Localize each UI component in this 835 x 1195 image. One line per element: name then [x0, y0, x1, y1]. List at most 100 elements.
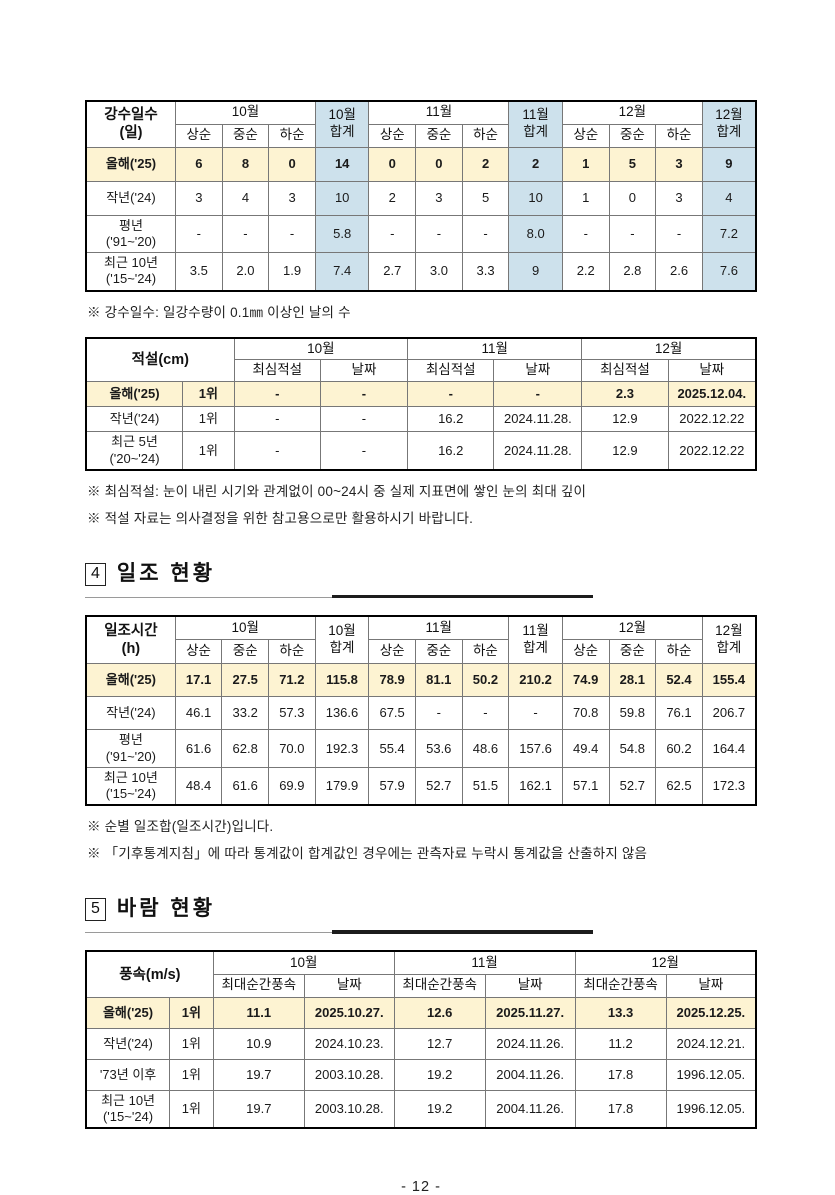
header-row: 상순 중순 하순 상순 중순 하순 상순 중순 하순: [86, 639, 756, 665]
data-cell: 53.6: [414, 729, 463, 768]
data-cell: 115.8: [314, 663, 370, 698]
header-cell: 일조시간 (h): [85, 615, 176, 665]
data-cell: 210.2: [508, 663, 563, 698]
data-cell: 16.2: [407, 406, 495, 433]
data-cell: 50.2: [461, 663, 510, 698]
data-cell: 1위: [182, 381, 235, 408]
data-cell: 70.0: [268, 729, 316, 768]
header-cell: 상순: [561, 639, 610, 665]
section-title-text: 바람 현황: [116, 897, 216, 921]
data-cell: 5.8: [314, 214, 370, 253]
data-cell: 62.5: [655, 766, 703, 806]
data-cell: 78.9: [368, 663, 416, 698]
precip-days-table: 강수일수 (일) 10월 10월 합계 11월 11월 합계 12월 12월 합계 상순 중순 하순 상순 중…: [85, 100, 757, 292]
section-sunshine: 4 일조 현황: [85, 557, 757, 599]
snow-depth-table: 적설(cm) 10월 11월 12월 최심적설 날짜 최심적설 날짜 최심적설 날짜 올해('25)…: [85, 336, 757, 471]
data-cell: 2004.11.26.: [484, 1058, 576, 1091]
data-cell: -: [368, 214, 417, 253]
header-row: 적설(cm) 10월 11월 12월: [85, 336, 757, 383]
header-cell: 최심적설: [407, 359, 495, 383]
data-cell: 172.3: [701, 766, 757, 806]
data-cell: 4: [221, 180, 270, 216]
data-cell: 7.2: [701, 214, 757, 253]
data-cell: -: [415, 214, 463, 253]
section-title-text: 일조 현황: [116, 561, 216, 585]
data-cell: 3.0: [415, 252, 463, 291]
wind-speed-table: 풍속(m/s) 10월 11월 12월 최대순간풍속 날짜 최대순간풍속 날짜 최대순간풍속 날짜…: [85, 950, 757, 1130]
data-cell: -: [461, 214, 510, 253]
data-cell: 2: [368, 180, 417, 216]
data-cell: 3: [655, 146, 703, 182]
precip-days-table: 강수일수 (일) 10월 10월 합계 11월 11월 합계 12월 12월 합계 상순 중순 하순 상순 중…: [85, 100, 757, 292]
header-cell: 최심적설: [233, 359, 321, 383]
sunshine-hours-table: 일조시간 (h) 10월 10월 합계 11월 11월 합계 12월 12월 합계 상순 중순 하순 상순 중…: [85, 614, 757, 807]
header-cell: 10월 합계: [314, 615, 370, 665]
data-cell: 12.6: [393, 996, 486, 1029]
data-cell: 14: [314, 146, 370, 182]
data-cell: -: [508, 696, 563, 731]
wind-speed-table: 풍속(m/s) 10월 11월 12월 최대순간풍속 날짜 최대순간풍속 날짜 최대순간풍속 날짜…: [85, 950, 757, 1130]
data-cell: 10: [314, 180, 370, 216]
data-cell: 평년 ('91~'20): [85, 729, 176, 768]
data-cell: 52.7: [608, 766, 657, 806]
data-cell: 49.4: [561, 729, 610, 768]
data-cell: 57.1: [561, 766, 610, 806]
data-cell: 74.9: [561, 663, 610, 698]
data-cell: -: [319, 406, 409, 433]
header-cell: 10월: [174, 615, 316, 641]
header-cell: 최심적설: [581, 359, 669, 383]
table-row: 올해('25) 1위 11.1 2025.10.27. 12.6 2025.11.27. 1…: [85, 996, 757, 1029]
footnotes-sunshine: ※ 순별 일조합(일조시간)입니다. ※ 「기후통계지침」에 따라 통계값이 합계…: [87, 815, 757, 862]
data-cell: 2025.11.27.: [484, 996, 576, 1029]
header-cell: 10월 합계: [314, 100, 370, 148]
data-cell: 48.6: [461, 729, 510, 768]
data-cell: 57.9: [368, 766, 416, 806]
data-cell: 1: [561, 146, 610, 182]
data-cell: 3.5: [174, 252, 223, 291]
table-row: 작년('24) 46.1 33.2 57.3 136.6 67.5- - -70.8 59.8 7…: [85, 696, 757, 731]
data-cell: 52.7: [414, 766, 463, 806]
header-cell: 11월: [393, 950, 576, 975]
data-cell: 0: [268, 146, 316, 182]
header-row: 최심적설 날짜 최심적설 날짜 최심적설 날짜: [86, 359, 757, 383]
data-cell: 61.6: [174, 729, 223, 768]
data-cell: -: [319, 431, 409, 471]
sunshine-hours-table: 일조시간 (h) 10월 10월 합계 11월 11월 합계 12월 12월 합계 상순 중순 하순 상순 중…: [85, 614, 757, 807]
data-cell: -: [233, 431, 321, 471]
data-cell: 1996.12.05.: [665, 1089, 757, 1129]
header-cell: 풍속(m/s): [85, 950, 214, 998]
data-cell: 0: [368, 146, 417, 182]
data-cell: 52.4: [655, 663, 703, 698]
footnotes-snow: ※ 최심적설: 눈이 내린 시기와 관계없이 00~24시 중 실제 지표면에 …: [87, 480, 757, 527]
data-cell: 2024.12.21.: [665, 1027, 757, 1060]
header-cell: 상순: [368, 123, 417, 148]
data-cell: 19.2: [393, 1058, 486, 1091]
header-cell: 중순: [415, 123, 463, 148]
data-cell: 6: [174, 146, 223, 182]
header-cell: 12월 합계: [701, 100, 757, 148]
table-row: 작년('24) 1위 - -16.2 2024.11.28. 12.9 2022.12.22: [85, 406, 757, 433]
data-cell: 17.8: [574, 1089, 667, 1129]
table-row: '73년 이후 1위 19.7 2003.10.28. 19.2 2004.11.26. 1…: [85, 1058, 757, 1091]
data-cell: 59.8: [608, 696, 657, 731]
section-wind: 5 바람 현황: [85, 892, 757, 934]
data-cell: -: [414, 696, 463, 731]
data-cell: 3: [268, 180, 316, 216]
data-cell: 81.1: [414, 663, 463, 698]
header-cell: 10월: [174, 100, 316, 125]
data-cell: 2024.10.23.: [303, 1027, 395, 1060]
table-row: 평년 ('91~'20) 61.6 62.8 70.0 192.3 55.4 53.6 48.6…: [85, 729, 757, 768]
header-row: 상순 중순 하순 상순 중순 하순 상순 중순 하순: [86, 123, 756, 148]
table-row: 최근 10년 ('15~'24) 1위 19.7 2003.10.28. 19.2 2004…: [85, 1089, 757, 1129]
header-cell: 11월: [407, 336, 583, 361]
data-cell: 1: [561, 180, 610, 216]
footnotes-precip: ※ 강수일수: 일강수량이 0.1㎜ 이상인 날의 수: [87, 301, 757, 321]
data-cell: 1위: [182, 431, 235, 471]
data-cell: -: [655, 214, 703, 253]
header-cell: 날짜: [319, 359, 409, 383]
data-cell: 10: [508, 180, 563, 216]
data-cell: 179.9: [314, 766, 370, 806]
section-underline: [85, 594, 593, 599]
data-cell: 16.2: [407, 431, 495, 471]
section-number-box: 4: [85, 562, 106, 586]
